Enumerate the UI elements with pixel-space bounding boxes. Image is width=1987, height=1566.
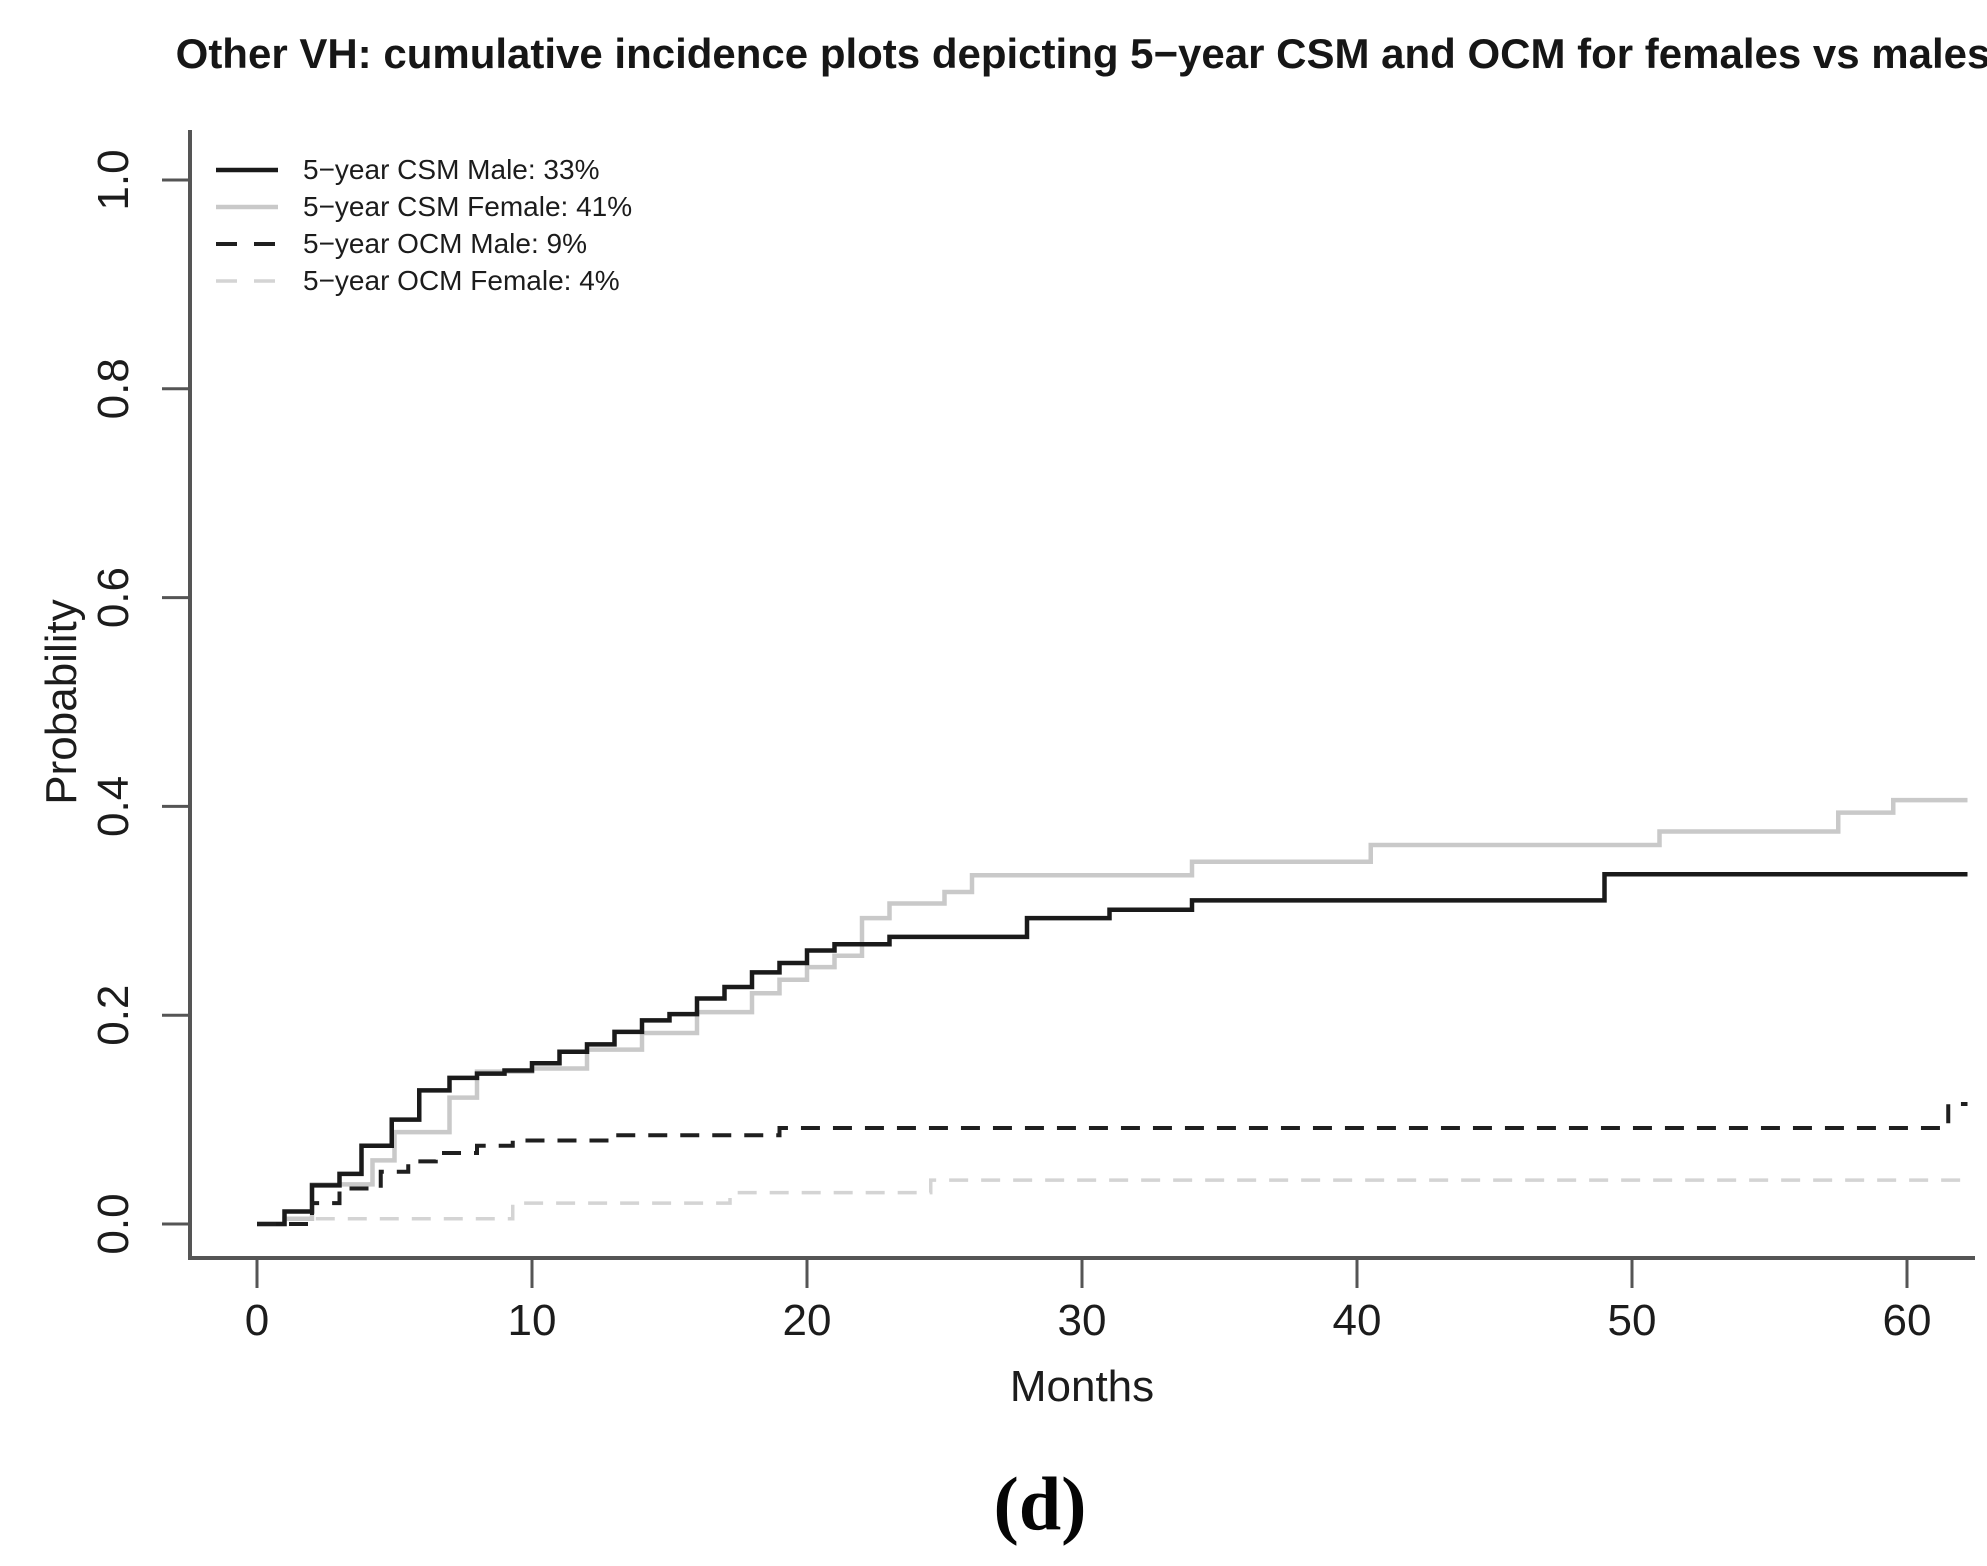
y-axis-tick-label: 0.6 [89, 567, 138, 628]
x-axis-tick-label: 50 [1608, 1296, 1657, 1345]
series-curve-4 [257, 1178, 1968, 1226]
legend: 5−year CSM Male: 33% 5−year CSM Female: 4… [216, 151, 632, 299]
y-axis-tick-label: 0.4 [89, 776, 138, 837]
y-axis-tick-label: 0.0 [89, 1193, 138, 1254]
legend-line-sample [216, 167, 278, 172]
axis-frame [188, 130, 1975, 1260]
legend-label: 5−year CSM Male: 33% [303, 153, 600, 185]
x-axis-tick-label: 10 [508, 1296, 557, 1345]
legend-line-sample [216, 204, 278, 209]
x-axis-tick-label: 20 [783, 1296, 832, 1345]
legend-label: 5−year CSM Female: 41% [303, 190, 633, 222]
series-curve-1 [257, 872, 1968, 1227]
x-axis-tick-label: 60 [1883, 1296, 1932, 1345]
legend-item-3: 5−year OCM Male: 9% [216, 225, 632, 262]
legend-label: 5−year OCM Male: 9% [303, 227, 587, 259]
y-axis-tick-label: 1.0 [89, 149, 138, 210]
legend-line-sample [216, 278, 278, 283]
panel-caption: (d) [993, 1462, 1087, 1547]
chart-title: Other VH: cumulative incidence plots dep… [175, 30, 1987, 77]
y-axis-tick-label: 0.2 [89, 985, 138, 1046]
legend-line-sample [216, 241, 278, 246]
y-axis-tick-label: 0.8 [89, 358, 138, 419]
x-axis-tick-label: 40 [1333, 1296, 1382, 1345]
legend-item-2: 5−year CSM Female: 41% [216, 188, 632, 225]
x-axis-tick-label: 30 [1058, 1296, 1107, 1345]
series-curve-2 [257, 797, 1968, 1227]
x-axis-title: Months [1009, 1362, 1155, 1411]
legend-item-1: 5−year CSM Male: 33% [216, 151, 632, 188]
series-curve-3 [257, 1101, 1968, 1226]
x-axis-tick-label: 0 [245, 1296, 269, 1345]
legend-label: 5−year OCM Female: 4% [303, 264, 620, 296]
legend-item-4: 5−year OCM Female: 4% [216, 262, 632, 299]
